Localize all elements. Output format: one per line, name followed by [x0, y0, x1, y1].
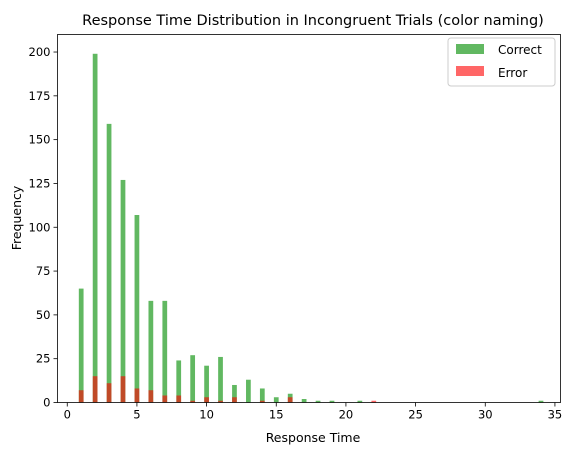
bar-correct-x5	[134, 215, 140, 403]
x-axis-label: Response Time	[266, 430, 361, 445]
bar-error-x9	[190, 400, 196, 403]
bar-correct-x9	[190, 355, 196, 403]
bar-correct-x4	[120, 179, 126, 403]
bar-correct-x12	[232, 384, 237, 403]
x-axis-ticks: 0 5 10 15 20 25 30 35	[64, 402, 563, 422]
bar-correct-x13	[246, 379, 251, 403]
y-tick-label-100: 100	[29, 220, 51, 234]
bar-error-x12	[232, 397, 237, 403]
y-tick-label-0: 0	[43, 396, 50, 410]
bar-correct-x1	[78, 288, 84, 403]
x-tick-label-25: 25	[408, 408, 423, 422]
bar-error-x2	[92, 376, 98, 403]
bar-correct-x3	[106, 123, 112, 403]
bar-error-x11	[218, 400, 223, 403]
bar-correct-x21	[357, 400, 363, 403]
bar-error-x7	[162, 395, 168, 403]
legend-swatch-correct	[456, 44, 484, 54]
legend: Correct Error	[447, 37, 556, 87]
y-tick-label-25: 25	[36, 352, 51, 366]
bar-error-x8	[176, 395, 182, 403]
x-tick-label-0: 0	[64, 408, 71, 422]
y-axis-label: Frequency	[9, 185, 24, 250]
bar-correct-x34	[538, 400, 544, 403]
legend-label-correct: Correct	[498, 43, 542, 57]
bar-correct-x18	[315, 400, 321, 403]
bar-correct-x2	[92, 53, 98, 403]
y-tick-label-175: 175	[29, 89, 51, 103]
bar-correct-x11	[218, 356, 223, 403]
x-tick-label-10: 10	[199, 408, 214, 422]
y-tick-label-200: 200	[29, 45, 51, 59]
bars-layer	[78, 53, 544, 403]
bar-correct-x15	[273, 397, 279, 403]
bar-correct-x6	[148, 300, 154, 403]
x-tick-label-20: 20	[339, 408, 354, 422]
y-axis-ticks: 0 25 50 75 100 125 150 175 200	[29, 45, 58, 410]
legend-swatch-error	[456, 66, 484, 76]
x-tick-label-15: 15	[269, 408, 284, 422]
bar-error-x3	[106, 383, 112, 403]
bar-error-x5	[134, 388, 140, 403]
plot-frame	[57, 34, 561, 403]
bar-error-x1	[78, 390, 84, 403]
y-tick-label-125: 125	[29, 176, 51, 190]
bar-correct-x17	[301, 399, 307, 403]
legend-label-error: Error	[498, 66, 527, 80]
bar-error-x6	[148, 390, 154, 403]
y-tick-label-150: 150	[29, 133, 51, 147]
bar-correct-x10	[204, 365, 209, 403]
bar-error-x4	[120, 376, 126, 403]
x-tick-label-5: 5	[133, 408, 140, 422]
chart-title: Response Time Distribution in Incongruen…	[82, 13, 544, 29]
bar-error-x10	[204, 397, 209, 403]
bar-correct-x14	[259, 388, 265, 403]
bar-error-x22	[371, 400, 377, 403]
x-tick-label-35: 35	[548, 408, 563, 422]
bar-correct-x19	[329, 400, 335, 403]
y-tick-label-50: 50	[36, 308, 51, 322]
bar-error-x16	[287, 397, 293, 403]
y-tick-label-75: 75	[36, 264, 51, 278]
bar-correct-x8	[176, 360, 182, 403]
bar-error-x14	[259, 400, 265, 403]
x-tick-label-30: 30	[478, 408, 493, 422]
bar-correct-x7	[162, 300, 168, 403]
